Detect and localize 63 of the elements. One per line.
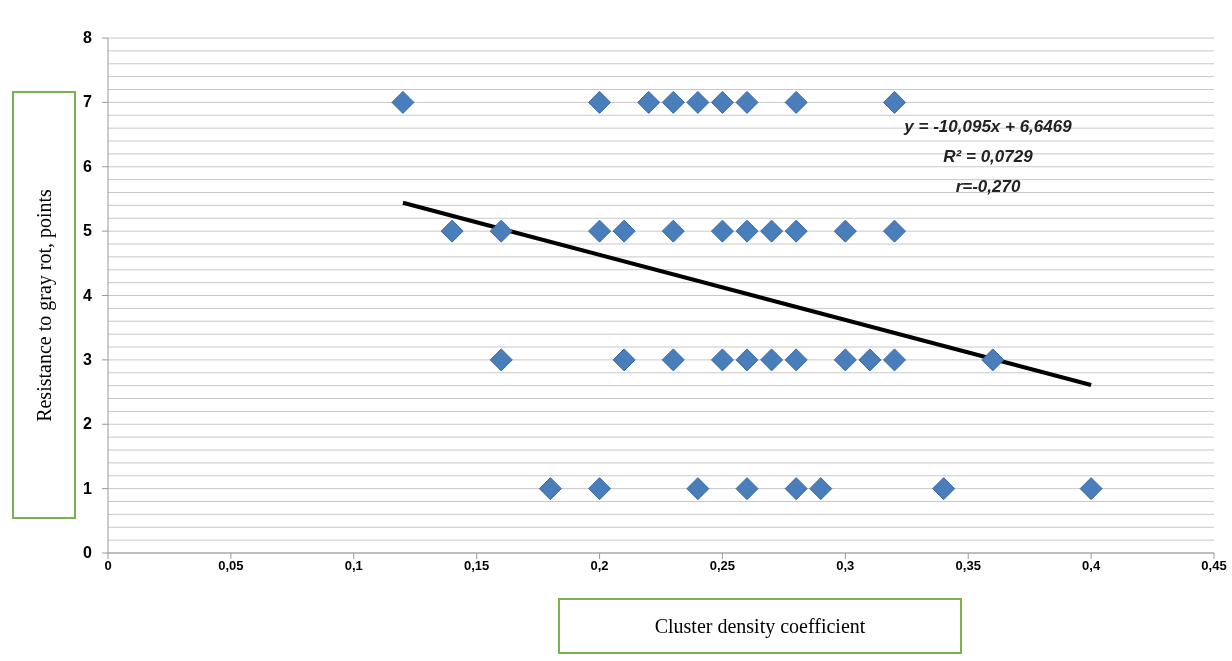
point [440, 219, 464, 243]
point [661, 348, 685, 372]
point [882, 348, 906, 372]
point [489, 348, 513, 372]
point [612, 348, 636, 372]
y-tick-label: 4 [83, 286, 93, 304]
y-tick-label: 8 [83, 29, 93, 46]
point [588, 90, 612, 114]
x-tick-label: 0,35 [955, 558, 981, 574]
point [760, 219, 784, 243]
point [661, 219, 685, 243]
point [710, 90, 734, 114]
point [735, 90, 759, 114]
point [735, 219, 759, 243]
x-tick-label: 0,2 [590, 558, 609, 574]
point [588, 477, 612, 501]
point [735, 477, 759, 501]
point [710, 219, 734, 243]
x-axis-title: Cluster density coefficient [558, 598, 962, 654]
point [882, 219, 906, 243]
point [391, 90, 415, 114]
point [784, 477, 808, 501]
point [489, 219, 513, 243]
point [710, 348, 734, 372]
point [981, 348, 1005, 372]
point [588, 219, 612, 243]
y-tick-label: 7 [83, 93, 93, 111]
x-tick-label: 0,25 [709, 558, 736, 574]
x-tick-label: 0,3 [836, 558, 855, 574]
annotation: r=-0,270 [954, 176, 1022, 198]
point [882, 90, 906, 114]
point [735, 348, 759, 372]
y-tick-label: 1 [83, 479, 93, 497]
point [612, 219, 636, 243]
x-tick-label: 0 [104, 558, 112, 574]
point [858, 348, 882, 372]
y-tick-label: 3 [83, 350, 93, 368]
y-tick-label: 6 [83, 157, 93, 175]
point [686, 477, 710, 501]
annotation: y = -10,095x + 6,6469 [902, 116, 1073, 138]
x-tick-label: 0,05 [218, 558, 244, 574]
point [784, 348, 808, 372]
point [833, 348, 857, 372]
point [661, 90, 685, 114]
point [538, 477, 562, 501]
point [784, 219, 808, 243]
point [833, 219, 857, 243]
x-tick-label: 0,45 [1201, 558, 1227, 574]
point [686, 90, 710, 114]
point [809, 477, 833, 501]
point [784, 90, 808, 114]
point [1079, 477, 1103, 501]
point [760, 348, 784, 372]
x-tick-label: 0,15 [464, 558, 490, 574]
annotation: R² = 0,0729 [942, 146, 1034, 168]
x-tick-label: 0,1 [344, 558, 363, 574]
y-tick-label: 2 [83, 415, 93, 433]
point [637, 90, 661, 114]
y-tick-label: 0 [83, 544, 93, 561]
point [932, 477, 956, 501]
y-tick-label: 5 [83, 222, 93, 240]
y-axis-title: Resistance to gray rot, points [32, 188, 56, 422]
x-tick-label: 0,4 [1082, 558, 1101, 574]
